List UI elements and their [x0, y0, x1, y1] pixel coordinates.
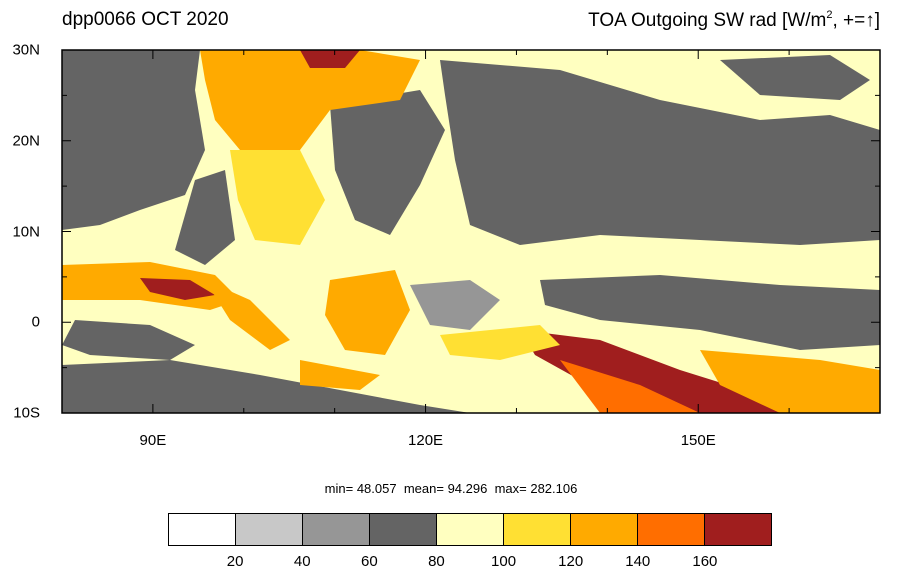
colorbar — [168, 513, 772, 546]
stats-line: min= 48.057 mean= 94.296 max= 282.106 — [0, 481, 902, 496]
colorbar-swatch — [705, 514, 771, 545]
up-arrow-icon: ↑ — [865, 10, 875, 31]
orange-region-borneo — [325, 270, 410, 355]
colorbar-swatch — [236, 514, 303, 545]
colorbar-tick-label: 40 — [293, 553, 311, 570]
stats-max: 282.106 — [530, 481, 578, 496]
stats-mean: 94.296 — [447, 481, 488, 496]
lat-label: 20N — [12, 132, 40, 150]
colorbar-swatch — [169, 514, 236, 545]
stats-min: 48.057 — [356, 481, 397, 496]
colorbar-tick-label: 20 — [226, 553, 244, 570]
lon-label: 90E — [139, 432, 167, 449]
map-title-left: dpp0066 OCT 2020 — [62, 9, 229, 30]
dark-region-pacific-east — [720, 55, 870, 100]
red-region-new-guinea — [520, 330, 790, 413]
red-region-south-china — [300, 50, 360, 68]
title-right-suffix: , += — [832, 10, 866, 31]
map-title-right: TOA Outgoing SW rad [W/m2, +=↑] — [588, 9, 880, 32]
stats-max-label: max= — [494, 481, 527, 496]
dark-region-andaman — [175, 170, 235, 265]
gray-region-sulawesi-sea — [410, 280, 500, 330]
colorbar-swatch — [504, 514, 571, 545]
stats-min-label: min= — [324, 481, 354, 496]
colorbar-tick-label: 60 — [360, 553, 378, 570]
orange-region-java — [300, 360, 380, 390]
colorbar-tick-label: 120 — [558, 553, 584, 570]
map-field — [62, 50, 880, 413]
title-right-superscript: 2 — [826, 9, 833, 21]
orange-region-new-guinea-south — [560, 360, 700, 413]
title-right-text: TOA Outgoing SW rad [W/m — [588, 10, 827, 31]
colorbar-swatch — [638, 514, 705, 545]
dark-region-south-china-sea — [330, 90, 445, 235]
lat-label: 10N — [12, 223, 40, 240]
colorbar-tick-label: 140 — [625, 553, 651, 570]
colorbar-tick-label: 100 — [491, 553, 517, 570]
colorbar-tick-label: 80 — [428, 553, 445, 570]
lon-label: 150E — [680, 432, 716, 449]
dark-region-indian-ocean-east — [62, 320, 195, 360]
dark-region-indian-ocean-south — [62, 360, 470, 413]
yellow-region-indochina — [230, 150, 325, 245]
colorbar-swatch — [303, 514, 370, 545]
lat-label: 0 — [31, 313, 40, 331]
colorbar-swatch — [370, 514, 437, 545]
orange-region-coral-sea — [700, 350, 880, 413]
colorbar-tick-label: 160 — [692, 553, 718, 570]
orange-region-sumatra — [205, 280, 290, 350]
lon-label: 120E — [408, 432, 444, 449]
dark-region-equatorial-pacific — [540, 275, 880, 350]
title-right-close: ] — [874, 10, 880, 31]
orange-region-south-china — [200, 50, 420, 165]
red-region-indian-ocean-band — [140, 278, 215, 300]
colorbar-swatch — [571, 514, 638, 545]
colorbar-swatch — [437, 514, 504, 545]
dark-region-western-pacific — [440, 60, 880, 245]
lat-label: 10S — [13, 404, 40, 422]
lat-label: 30N — [12, 41, 40, 59]
dark-region-bay-of-bengal — [62, 50, 205, 230]
stats-mean-label: mean= — [403, 481, 444, 496]
map-ticks — [61, 49, 881, 414]
yellow-region-equatorial — [440, 325, 560, 360]
